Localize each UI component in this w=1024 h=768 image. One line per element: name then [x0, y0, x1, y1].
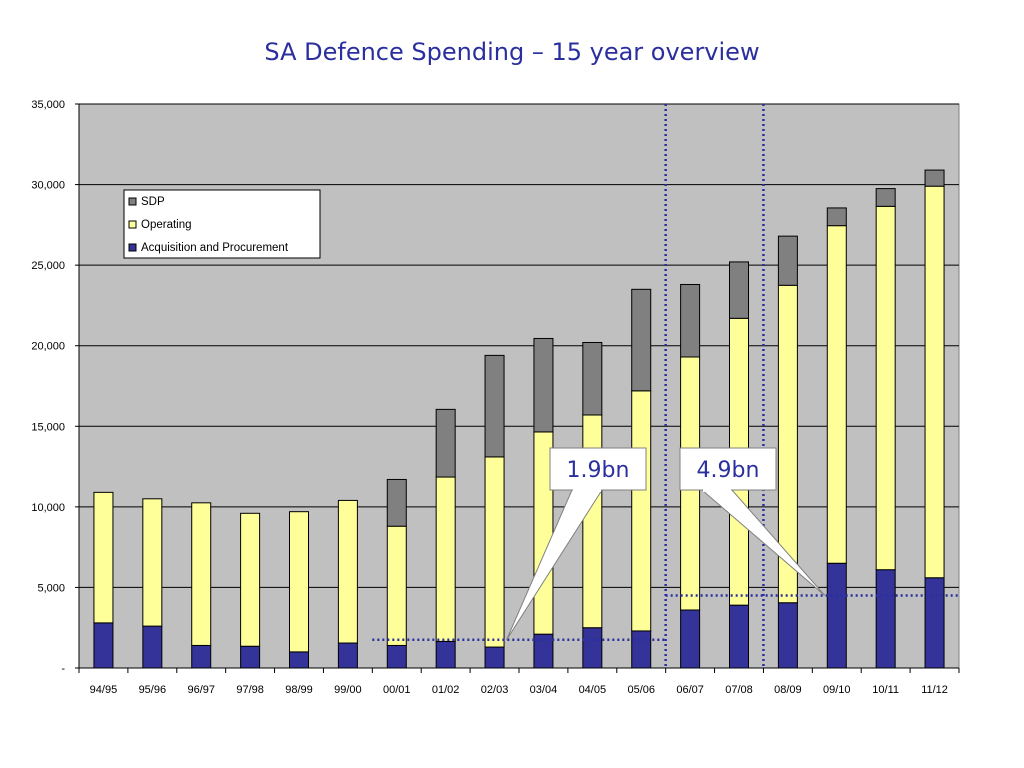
legend-box [123, 189, 321, 259]
x-tick-label: 01/02 [432, 684, 460, 696]
x-tick-label: 96/97 [187, 684, 215, 696]
bar-segment [484, 456, 505, 648]
x-tick-label: 99/00 [334, 684, 362, 696]
x-tick-label: 08/09 [774, 684, 802, 696]
bar-segment [582, 341, 603, 416]
callout-joint [703, 488, 731, 492]
bar-segment [484, 646, 505, 669]
bar-segment [289, 651, 309, 669]
bar-segment [435, 640, 456, 669]
x-tick-label: 11/12 [921, 684, 948, 696]
y-tick-label: 25,000 [31, 260, 65, 272]
bar-segment [631, 288, 652, 392]
bar-segment [777, 602, 798, 669]
bar-segment [142, 498, 163, 627]
x-tick-label: 07/08 [725, 684, 753, 696]
bar-segment [337, 499, 358, 644]
bar-segment [826, 207, 847, 227]
y-tick-label: 10,000 [31, 502, 65, 514]
callout-label: 1.9bn [567, 458, 630, 483]
bar-segment [924, 577, 945, 669]
callout: 4.9bn [679, 447, 826, 596]
x-tick-label: 00/01 [383, 684, 411, 696]
legend-label: Operating [141, 219, 192, 231]
legend: SDP Operating Acquisition and Procurement [123, 189, 321, 259]
callout-joint [573, 488, 601, 492]
bar-segment [875, 188, 896, 207]
x-tick-label: 03/04 [530, 684, 558, 696]
bar-segment [240, 645, 261, 669]
y-tick-label: 30,000 [31, 180, 65, 192]
bar-segment [826, 562, 847, 669]
bar-segment [582, 627, 603, 669]
bar-segment [729, 604, 749, 669]
x-tick-label: 06/07 [676, 684, 704, 696]
y-tick-label: 5,000 [37, 582, 65, 594]
legend-swatch [128, 243, 137, 252]
legend-swatch [128, 220, 137, 229]
bar-segment [631, 630, 652, 669]
bar-segment [729, 261, 749, 319]
bar-segment [875, 569, 896, 669]
y-tick-label: 35,000 [31, 99, 65, 111]
x-tick-label: 04/05 [579, 684, 607, 696]
bar-segment [142, 625, 163, 669]
bar-segment [93, 491, 114, 624]
x-tick-label: 98/99 [285, 684, 313, 696]
legend-label: SDP [141, 196, 165, 208]
bar-segment [191, 644, 212, 669]
x-tick-label: 02/03 [481, 684, 509, 696]
legend-label: Acquisition and Procurement [141, 242, 289, 254]
bar-segment [386, 478, 407, 527]
bar-segment [924, 185, 945, 579]
callout-label: 4.9bn [697, 458, 760, 483]
bar-segment [289, 511, 309, 653]
x-tick-label: 05/06 [627, 684, 655, 696]
bar-segment [435, 408, 456, 478]
bar-segment [240, 512, 261, 647]
y-tick-label: 20,000 [31, 341, 65, 353]
bar-segment [93, 622, 114, 669]
y-tick-label: 15,000 [31, 421, 65, 433]
chart-title: SA Defence Spending – 15 year overview [264, 38, 760, 66]
y-tick-label: - [61, 663, 65, 675]
bar-segment [826, 225, 847, 564]
bar-segment [680, 283, 701, 358]
callout: 1.9bn [506, 447, 647, 641]
bar-segment [533, 337, 554, 433]
bar-segment [924, 169, 945, 187]
bar-segment [435, 476, 456, 642]
x-tick-label: 10/11 [872, 684, 899, 696]
x-tick-label: 09/10 [823, 684, 851, 696]
x-tick-label: 94/95 [90, 684, 118, 696]
bar-segment [582, 414, 603, 629]
legend-swatch [128, 197, 137, 206]
bar-segment [777, 235, 798, 286]
bar-segment [680, 609, 701, 669]
bar-segment [875, 205, 896, 571]
bar-segment [337, 642, 358, 669]
x-tick-label: 95/96 [139, 684, 167, 696]
bar-segment [191, 502, 212, 646]
bar-segment [484, 354, 505, 458]
x-tick-label: 97/98 [236, 684, 264, 696]
bar-segment [386, 644, 407, 669]
bar-segment [631, 390, 652, 632]
bar-segment [386, 525, 407, 646]
